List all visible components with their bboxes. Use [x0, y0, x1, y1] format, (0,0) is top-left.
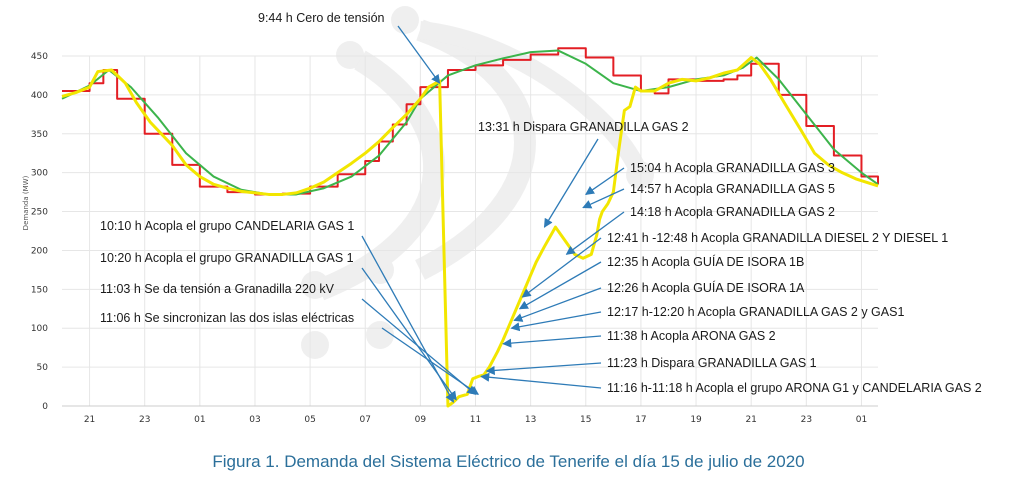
y-axis-ticks: 0 50 100 150 200 250 300 350 400 450	[31, 52, 48, 412]
series-group	[61, 47, 879, 408]
annotation-label: 11:38 h Acopla ARONA GAS 2	[607, 329, 776, 343]
annotation-label: 14:57 h Acopla GRANADILLA GAS 5	[630, 182, 835, 196]
annotation-label: 15:04 h Acopla GRANADILLA GAS 3	[630, 161, 835, 175]
annotation-arrow	[361, 298, 477, 395]
annotation-label: 13:31 h Dispara GRANADILLA GAS 2	[478, 120, 689, 134]
x-tick-label: 01	[856, 415, 867, 425]
series-line-2	[61, 49, 879, 196]
annotation-label: 11:23 h Dispara GRANADILLA GAS 1	[607, 356, 817, 370]
annotation-arrow	[397, 25, 441, 84]
annotation-arrow	[485, 362, 602, 375]
x-tick-label: 21	[84, 415, 95, 425]
annotation-label: 14:18 h Acopla GRANADILLA GAS 2	[630, 205, 835, 219]
y-tick-label: 400	[31, 91, 48, 101]
x-tick-label: 23	[801, 415, 812, 425]
y-axis-label: Demanda (MW)	[22, 175, 30, 230]
y-tick-label: 300	[31, 169, 48, 179]
y-tick-label: 350	[31, 130, 48, 140]
annotation-arrow	[521, 237, 602, 298]
annotation-label: 11:03 h Se da tensión a Granadilla 220 k…	[100, 282, 335, 296]
y-tick-label: 0	[42, 402, 48, 412]
series-line-1	[62, 47, 879, 196]
annotation-arrow	[381, 327, 480, 395]
x-tick-label: 13	[525, 415, 536, 425]
annotation-arrow	[565, 211, 625, 255]
x-tick-label: 11	[470, 415, 481, 425]
annotation-arrow	[585, 167, 625, 195]
annotation-label: 12:17 h-12:20 h Acopla GRANADILLA GAS 2 …	[607, 305, 904, 319]
annotation-arrow	[502, 335, 602, 348]
grid-lines	[62, 55, 878, 407]
x-tick-label: 01	[194, 415, 205, 425]
x-tick-label: 07	[360, 415, 371, 425]
demand-chart: 0 50 100 150 200 250 300 350 400 450 21 23 01 03 05 07…	[22, 6, 982, 425]
annotation-label: 9:44 h Cero de tensión	[258, 11, 385, 25]
annotation-label: 10:10 h Acopla el grupo CANDELARIA GAS 1	[100, 219, 354, 233]
annotations: 9:44 h Cero de tensión 13:31 h Dispara GR…	[100, 11, 982, 403]
y-tick-label: 450	[31, 52, 48, 62]
x-tick-label: 19	[690, 415, 702, 425]
annotation-label: 12:41 h -12:48 h Acopla GRANADILLA DIESE…	[607, 231, 948, 245]
x-tick-label: 15	[580, 415, 591, 425]
annotation-arrow	[582, 188, 625, 209]
annotation-arrow	[480, 372, 602, 389]
x-tick-label: 03	[249, 415, 260, 425]
watermark	[301, 6, 654, 359]
x-tick-label: 21	[745, 415, 756, 425]
y-tick-label: 150	[31, 285, 48, 295]
annotation-arrow	[510, 311, 602, 332]
annotation-label: 12:35 h Acopla GUÍA DE ISORA 1B	[607, 254, 804, 269]
x-tick-label: 17	[635, 415, 646, 425]
annotation-arrow	[513, 287, 602, 322]
x-axis-ticks: 21 23 01 03 05 07 09 11 13 15 17 19 21 23 01	[84, 415, 867, 425]
annotation-label: 10:20 h Acopla el grupo GRANADILLA GAS 1	[100, 251, 354, 265]
y-tick-label: 50	[37, 363, 49, 373]
y-tick-label: 250	[31, 208, 48, 218]
series-line-3	[61, 56, 879, 408]
x-tick-label: 05	[304, 415, 315, 425]
annotation-label: 12:26 h Acopla GUÍA DE ISORA 1A	[607, 280, 805, 295]
x-tick-label: 23	[139, 415, 150, 425]
y-tick-label: 100	[31, 324, 48, 334]
annotation-arrow	[543, 138, 599, 228]
x-tick-label: 09	[415, 415, 427, 425]
annotation-arrow	[518, 261, 602, 310]
y-tick-label: 200	[31, 246, 48, 256]
annotation-label: 11:06 h Se sincronizan las dos islas elé…	[100, 311, 354, 325]
figure-caption: Figura 1. Demanda del Sistema Eléctrico …	[212, 452, 805, 471]
annotation-arrow	[361, 267, 457, 401]
annotation-label: 11:16 h-11:18 h Acopla el grupo ARONA G1…	[607, 381, 982, 395]
